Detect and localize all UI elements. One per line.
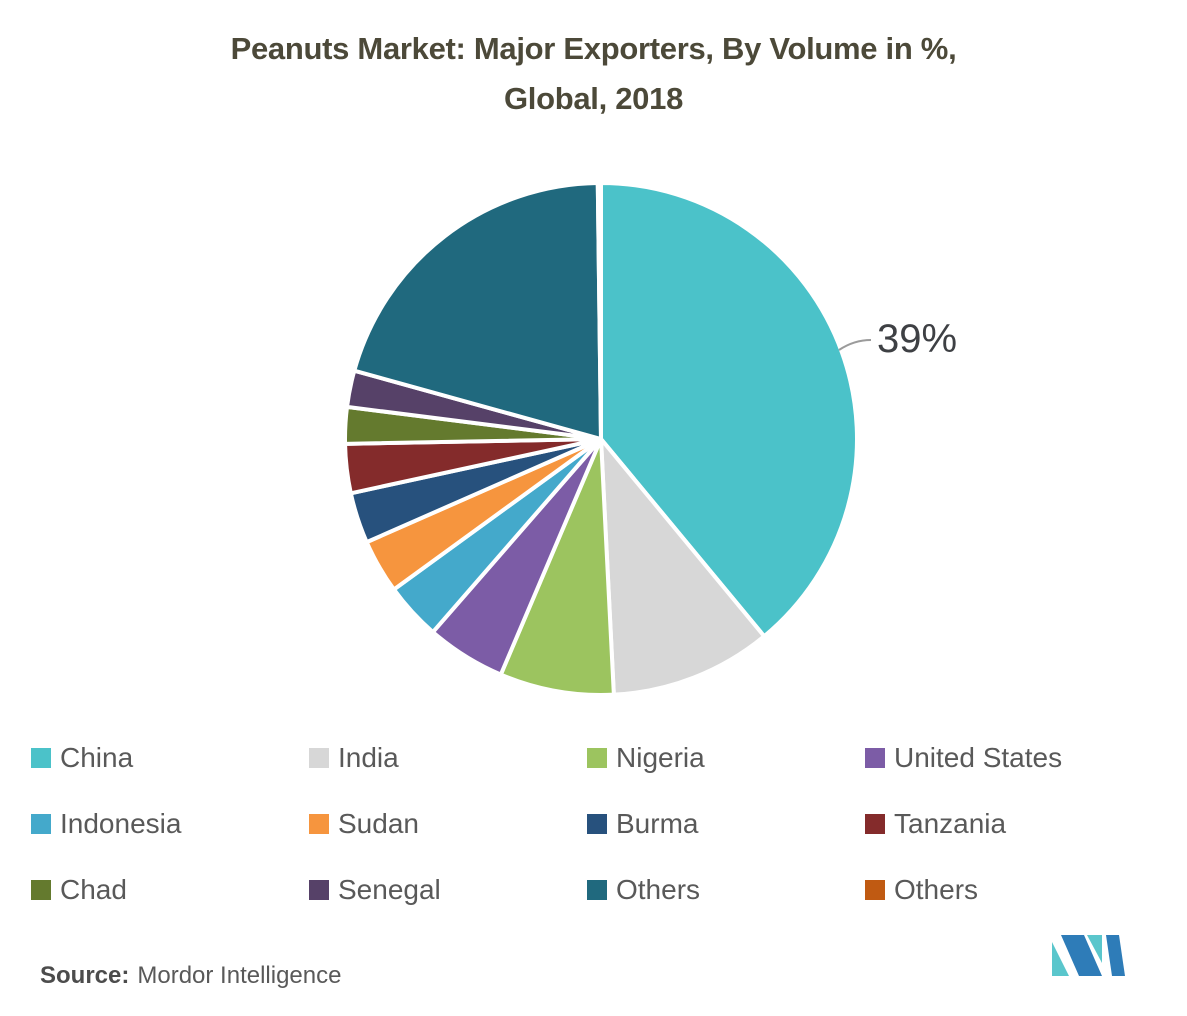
legend-item-china: China xyxy=(31,741,309,774)
legend-swatch-chad xyxy=(31,879,51,900)
pie-slice-india xyxy=(599,437,767,697)
logo-teal-left-triangle xyxy=(1052,942,1069,976)
legend-item-others: Others xyxy=(587,873,865,906)
legend-label-others-2: Others xyxy=(894,873,979,905)
legend-label-united-states: United States xyxy=(894,741,1063,773)
legend-swatch-burma xyxy=(587,813,607,834)
legend-swatch-senegal xyxy=(309,879,329,900)
legend: China India Nigeria United States Indonesia S… xyxy=(31,741,1143,906)
legend-label-senegal: Senegal xyxy=(338,873,441,905)
legend-label-indonesia: Indonesia xyxy=(60,807,182,839)
legend-label-others: Others xyxy=(616,873,701,905)
legend-label-chad: Chad xyxy=(60,873,127,905)
legend-label-burma: Burma xyxy=(616,807,699,839)
legend-swatch-tanzania xyxy=(865,813,885,834)
legend-item-nigeria: Nigeria xyxy=(587,741,865,774)
source-note: Source: Mordor Intelligence xyxy=(40,962,341,990)
legend-swatch-sudan xyxy=(309,813,329,834)
legend-item-indonesia: Indonesia xyxy=(31,807,309,840)
chart-title: Peanuts Market: Major Exporters, By Volu… xyxy=(0,24,1187,124)
china-data-label: 39% xyxy=(877,317,957,361)
legend-swatch-others xyxy=(587,879,607,900)
pie-slice-others xyxy=(352,181,603,441)
legend-item-tanzania: Tanzania xyxy=(865,807,1143,840)
pie-slice-others-2 xyxy=(595,180,603,441)
pie-slice-nigeria xyxy=(498,437,616,698)
data-label-group: 39% xyxy=(838,317,957,361)
legend-swatch-united-states xyxy=(865,747,885,768)
legend-item-burma: Burma xyxy=(587,807,865,840)
chart-title-line1: Peanuts Market: Major Exporters, By Volu… xyxy=(230,31,957,66)
legend-item-united-states: United States xyxy=(865,741,1143,774)
logo-teal-mid-triangle xyxy=(1087,935,1102,963)
source-text: Mordor Intelligence xyxy=(137,962,342,989)
legend-swatch-nigeria xyxy=(587,747,607,768)
legend-item-india: India xyxy=(309,741,587,774)
legend-item-sudan: Sudan xyxy=(309,807,587,840)
source-label: Source: xyxy=(40,962,130,989)
legend-swatch-others-2 xyxy=(865,879,885,900)
pie-chart: 39% xyxy=(343,180,957,698)
legend-item-chad: Chad xyxy=(31,873,309,906)
legend-label-nigeria: Nigeria xyxy=(616,741,705,773)
pie-slices xyxy=(343,180,859,698)
legend-swatch-india xyxy=(309,747,329,768)
data-label-leader-line xyxy=(838,339,872,351)
legend-swatch-china xyxy=(31,747,51,768)
pie-slice-china xyxy=(599,181,859,639)
legend-label-china: China xyxy=(60,741,134,773)
legend-item-others-2: Others xyxy=(865,873,1143,906)
chart-title-line2: Global, 2018 xyxy=(503,81,684,116)
legend-label-india: India xyxy=(338,741,399,773)
legend-label-sudan: Sudan xyxy=(338,807,419,839)
legend-swatch-indonesia xyxy=(31,813,51,834)
legend-label-tanzania: Tanzania xyxy=(894,807,1007,839)
logo-blue-bar xyxy=(1106,935,1125,976)
mordor-intelligence-logo xyxy=(1052,935,1125,976)
legend-item-senegal: Senegal xyxy=(309,873,587,906)
logo-blue-diagonal xyxy=(1061,935,1102,976)
